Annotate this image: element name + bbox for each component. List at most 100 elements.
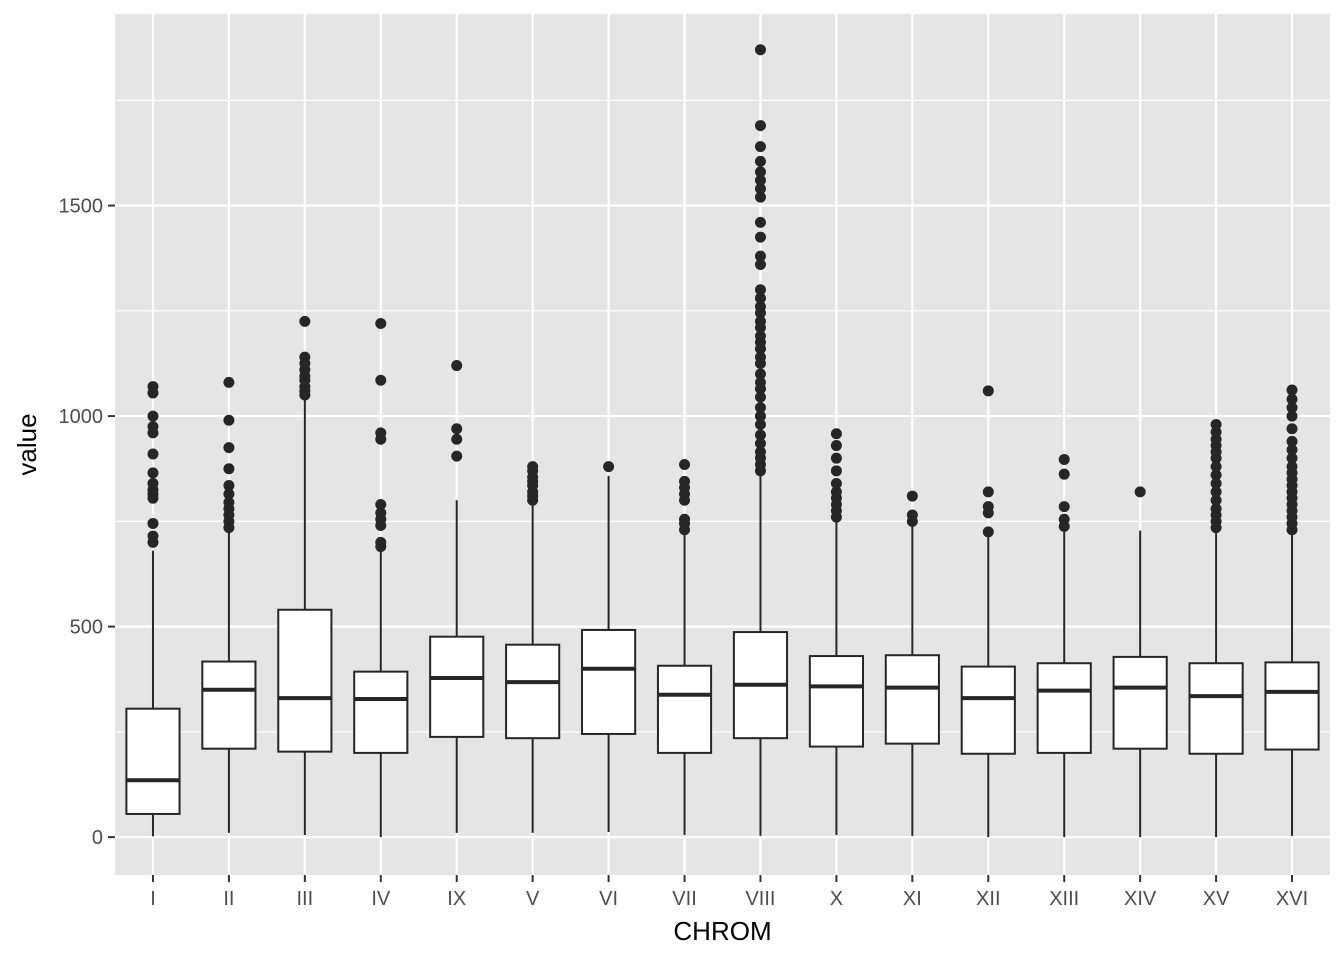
outlier-point: [906, 509, 918, 521]
x-axis: I II III IV IX V VI VII VIII X XI XII XIII XIV XV XVI: [150, 875, 1308, 910]
x-tick-label: VII: [672, 888, 696, 910]
interquartile-box: [353, 670, 409, 754]
outlier-point: [754, 429, 766, 441]
outlier-point: [830, 428, 842, 440]
x-tick-label: IV: [371, 888, 391, 910]
outlier-point: [754, 44, 766, 56]
outlier-point: [679, 513, 691, 525]
x-tick-label: XIV: [1124, 888, 1157, 910]
outlier-point: [451, 450, 463, 462]
outlier-point: [1058, 501, 1070, 513]
outlier-point: [527, 461, 539, 473]
box-VII: [656, 458, 713, 836]
outlier-point: [223, 414, 235, 426]
outlier-point: [147, 530, 159, 542]
interquartile-box: [581, 628, 637, 735]
outlier-point: [830, 452, 842, 464]
box-XVI: [1264, 384, 1320, 836]
outlier-point: [147, 448, 159, 460]
outlier-point: [906, 490, 918, 502]
interquartile-box: [1036, 662, 1092, 754]
outlier-point: [1286, 461, 1298, 473]
outlier-point: [754, 155, 766, 167]
x-tick-label: XIII: [1049, 888, 1079, 910]
interquartile-box: [656, 664, 713, 754]
interquartile-box: [505, 643, 561, 740]
outlier-point: [754, 166, 766, 178]
outlier-point: [754, 141, 766, 153]
outlier-point: [1286, 435, 1298, 447]
box-XIII: [1036, 453, 1092, 838]
outlier-point: [754, 259, 766, 271]
outlier-point: [754, 351, 766, 363]
interquartile-box: [960, 665, 1016, 755]
interquartile-box: [808, 655, 864, 748]
box-IX: [429, 360, 485, 833]
outlier-point: [830, 440, 842, 452]
outlier-point: [679, 458, 691, 470]
outlier-point: [1286, 384, 1298, 396]
outlier-point: [754, 250, 766, 262]
outlier-point: [223, 442, 235, 454]
outlier-point: [147, 421, 159, 433]
box-VI: [581, 461, 637, 833]
box-V: [505, 461, 561, 833]
interquartile-box: [125, 707, 181, 815]
box-XI: [884, 490, 940, 836]
outlier-point: [982, 526, 994, 538]
interquartile-box: [1188, 662, 1244, 755]
outlier-point: [375, 374, 387, 386]
x-tick-label: VIII: [745, 888, 775, 910]
outlier-point: [1210, 486, 1222, 498]
outlier-point: [1286, 410, 1298, 422]
interquartile-box: [277, 608, 333, 753]
outlier-point: [1286, 444, 1298, 456]
outlier-point: [754, 183, 766, 195]
x-tick-label: XVI: [1276, 888, 1308, 910]
outlier-point: [451, 433, 463, 445]
x-tick-label: IX: [447, 888, 466, 910]
outlier-point: [223, 496, 235, 508]
outlier-point: [1210, 426, 1222, 438]
x-tick-label: VI: [599, 888, 618, 910]
x-tick-label: XV: [1203, 888, 1230, 910]
outlier-point: [223, 480, 235, 492]
outlier-point: [830, 486, 842, 498]
outlier-point: [982, 486, 994, 498]
outlier-point: [754, 402, 766, 414]
x-tick-label: I: [150, 888, 156, 910]
outlier-point: [754, 419, 766, 431]
box-XII: [960, 385, 1016, 838]
outlier-point: [1286, 402, 1298, 414]
outlier-point: [1286, 393, 1298, 405]
boxes-layer: [125, 44, 1320, 838]
y-tick-label: 0: [92, 827, 103, 849]
outlier-point: [1058, 513, 1070, 525]
outlier-point: [754, 174, 766, 186]
outlier-point: [754, 120, 766, 132]
interquartile-box: [1112, 655, 1168, 750]
x-tick-label: X: [830, 888, 843, 910]
outlier-point: [1210, 461, 1222, 473]
box-III: [277, 315, 333, 836]
outlier-point: [754, 292, 766, 304]
outlier-point: [451, 360, 463, 372]
outlier-point: [223, 488, 235, 500]
interquartile-box: [429, 635, 485, 738]
box-XIV: [1112, 486, 1168, 838]
outlier-point: [1210, 419, 1222, 431]
outlier-point: [375, 498, 387, 510]
outlier-point: [375, 507, 387, 519]
outlier-point: [754, 301, 766, 313]
y-tick-label: 500: [70, 617, 103, 639]
interquartile-box: [884, 654, 940, 745]
outlier-point: [679, 475, 691, 487]
outlier-point: [754, 216, 766, 228]
outlier-point: [223, 376, 235, 388]
outlier-point: [1210, 469, 1222, 481]
box-I: [125, 381, 181, 837]
outlier-point: [1286, 423, 1298, 435]
outlier-point: [1210, 503, 1222, 515]
outlier-point: [754, 437, 766, 449]
x-tick-label: II: [223, 888, 234, 910]
